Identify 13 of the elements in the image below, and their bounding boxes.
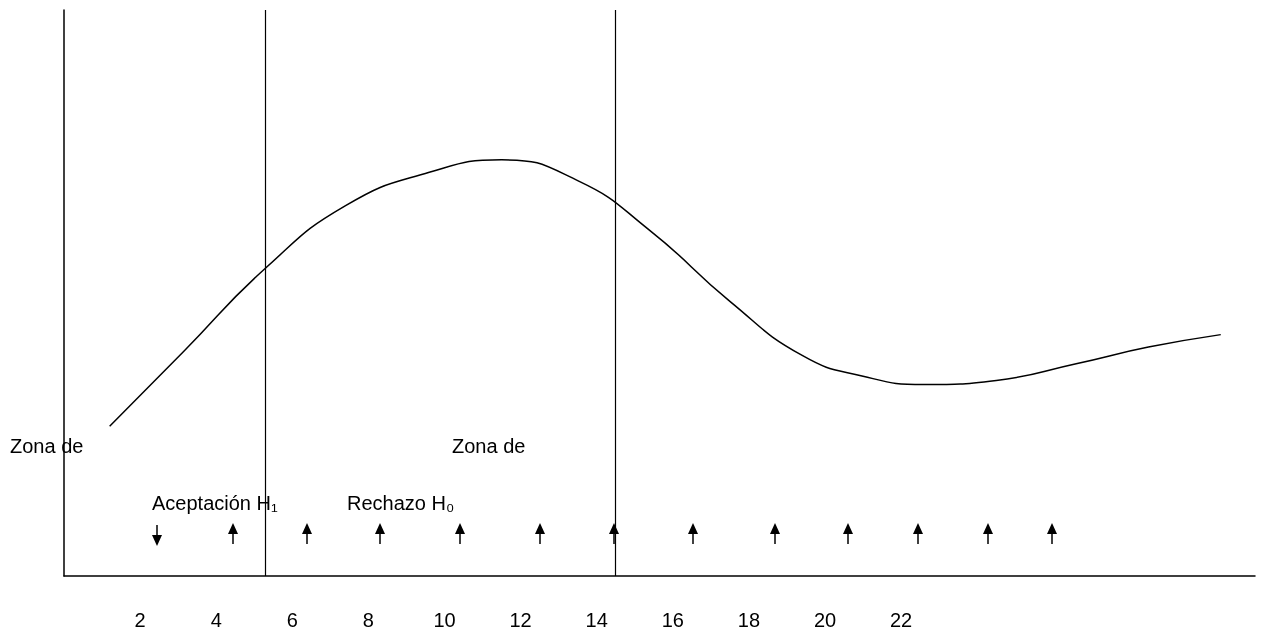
x-tick-label: 8 (362, 609, 374, 630)
x-tick-label: 18 (737, 609, 761, 630)
x-tick-label: 16 (661, 609, 684, 630)
annotation: Zona de (452, 435, 526, 458)
x-tick-label: 20 (813, 609, 837, 630)
x-tick-label: 22 (890, 609, 913, 630)
x-tick-label: 14 (585, 609, 608, 630)
x-tick-label: 4 (210, 609, 222, 630)
x-tick-label: 10 (433, 609, 456, 630)
annotation: Rechazo H₀ (347, 492, 455, 515)
x-tick-label: 2 (134, 609, 146, 630)
x-tick-label: 6 (286, 609, 298, 630)
x-tick-label: 12 (509, 609, 532, 630)
